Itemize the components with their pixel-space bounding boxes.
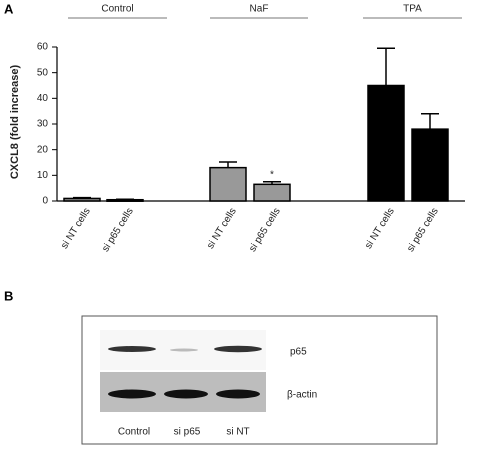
y-axis-title: CXCL8 (fold increase) <box>9 65 21 180</box>
y-tick-label: 40 <box>37 93 49 104</box>
x-tick-label: si NT cells <box>205 206 239 251</box>
panel-label: A <box>4 1 14 16</box>
bar <box>411 128 449 202</box>
bar <box>63 197 101 202</box>
annotation: * <box>270 169 274 180</box>
x-tick-label: si NT cells <box>363 206 397 251</box>
x-tick-label: si NT cells <box>59 206 93 251</box>
x-tick-label: si p65 cells <box>405 206 441 254</box>
x-tick-label: si p65 cells <box>247 206 283 254</box>
band <box>216 389 260 399</box>
band <box>108 389 156 399</box>
group-label: NaF <box>250 4 269 15</box>
band <box>108 346 156 352</box>
panel-label: B <box>4 288 13 303</box>
blot-row-label: p65 <box>290 347 307 358</box>
bar <box>106 198 144 202</box>
y-tick-label: 0 <box>42 196 48 207</box>
bar <box>253 183 291 202</box>
y-tick-label: 60 <box>37 42 49 53</box>
bar <box>367 84 405 202</box>
y-tick-label: 20 <box>37 144 49 155</box>
blot-lane-label: si p65 <box>174 427 201 438</box>
group-label: TPA <box>403 4 422 15</box>
y-tick-label: 30 <box>37 119 49 130</box>
band <box>164 389 208 399</box>
bar <box>209 166 247 202</box>
y-tick-label: 10 <box>37 170 49 181</box>
y-tick-label: 50 <box>37 67 49 78</box>
group-label: Control <box>101 4 133 15</box>
blot-lane-label: si NT <box>226 427 249 438</box>
blot-lane-label: Control <box>118 427 150 438</box>
x-tick-label: si p65 cells <box>100 206 136 254</box>
band <box>214 345 262 353</box>
blot-row-label: β-actin <box>287 390 317 401</box>
band <box>170 348 198 352</box>
